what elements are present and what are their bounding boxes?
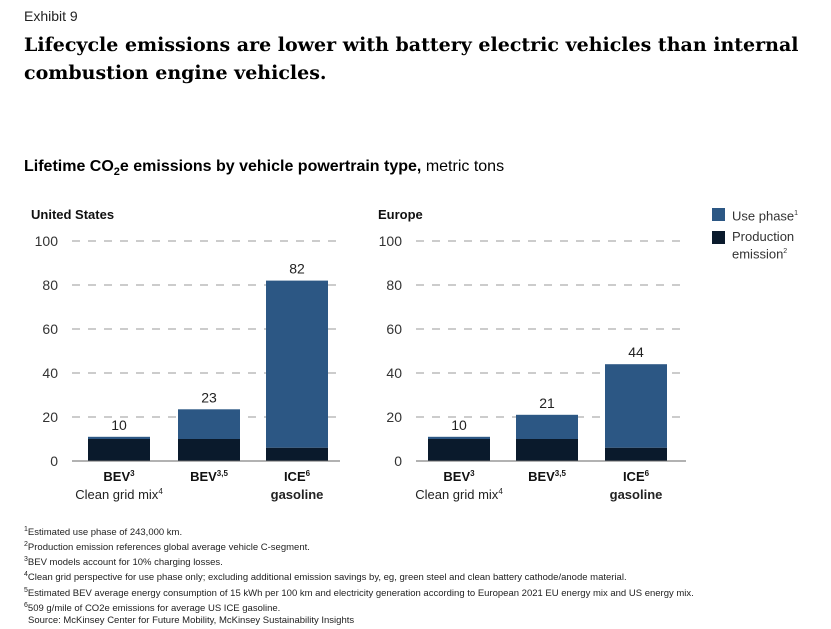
- bar-production-emission: [88, 439, 150, 461]
- panel-united-states: United States 0 20 40 60 80 100 10 BEV3 Clean gri…: [31, 207, 340, 502]
- x-category-sublabel: Clean grid mix4: [415, 487, 503, 502]
- chart-title: Lifetime CO2e emissions by vehicle power…: [24, 158, 504, 178]
- x-category-sublabel: Clean grid mix4: [75, 487, 163, 502]
- panel-title-europe: Europe: [378, 207, 423, 222]
- x-category-sublabel: gasoline: [610, 487, 663, 502]
- chart-title-subscript: 2: [113, 166, 120, 179]
- bar-use-phase: [428, 436, 490, 439]
- chart-legend: Use phase1 Production emission2: [712, 206, 812, 268]
- bar-use-phase: [88, 436, 150, 439]
- x-category-label: BEV3,5: [190, 469, 228, 484]
- chart-title-suffix: e emissions by vehicle powertrain type,: [119, 158, 422, 175]
- x-category-label: ICE6: [623, 469, 650, 484]
- bar-total-label: 23: [201, 389, 217, 405]
- legend-item-use-phase: Use phase1: [712, 206, 812, 223]
- y-tick-label: 60: [42, 321, 58, 337]
- bar-use-phase: [266, 280, 328, 448]
- source-note: Source: McKinsey Center for Future Mobil…: [28, 614, 355, 626]
- y-tick-label: 40: [386, 365, 402, 381]
- y-tick-label: 20: [42, 409, 58, 425]
- footnote-1: 1Estimated use phase of 243,000 km.: [24, 526, 183, 539]
- y-tick-label: 40: [42, 365, 58, 381]
- footnote-4: 4Clean grid perspective for use phase on…: [24, 571, 627, 584]
- bar-total-label: 82: [289, 261, 305, 277]
- footnote-5: 5Estimated BEV average energy consumptio…: [24, 586, 694, 599]
- legend-swatch-production-emission: [712, 231, 725, 245]
- bar-total-label: 44: [628, 344, 644, 360]
- chart-title-prefix: Lifetime CO: [24, 158, 114, 175]
- bar-production-emission: [516, 439, 578, 461]
- chart-title-unit: metric tons: [421, 158, 505, 175]
- x-category-label: BEV3: [443, 469, 475, 484]
- y-tick-label: 80: [386, 277, 402, 293]
- exhibit-label: Exhibit 9: [24, 8, 78, 24]
- x-category-label: BEV3,5: [528, 469, 566, 484]
- bar-total-label: 21: [539, 395, 555, 411]
- bar-use-phase: [178, 409, 240, 439]
- y-tick-label: 80: [42, 277, 58, 293]
- bar-total-label: 10: [111, 417, 127, 433]
- legend-item-production-emission: Production emission2: [712, 229, 812, 262]
- legend-label-use-phase: Use phase1: [732, 208, 799, 224]
- page-title: Lifecycle emissions are lower with batte…: [24, 34, 799, 84]
- y-tick-label: 60: [386, 321, 402, 337]
- legend-swatch-use-phase: [712, 208, 725, 221]
- bar-production-emission: [266, 447, 328, 461]
- bar-production-emission: [605, 447, 667, 461]
- panel-title-united-states: United States: [31, 207, 114, 222]
- footnote-2: 2Production emission references global a…: [24, 541, 310, 554]
- y-tick-label: 100: [379, 233, 403, 249]
- y-tick-label: 0: [394, 453, 402, 469]
- bar-total-label: 10: [451, 417, 467, 433]
- footnotes: 1Estimated use phase of 243,000 km. 2Pro…: [24, 524, 824, 627]
- footnote-6: 6509 g/mile of CO2e emissions for averag…: [24, 601, 281, 614]
- bar-use-phase: [605, 364, 667, 448]
- legend-label-production-emission: Production emission2: [732, 229, 795, 262]
- x-category-sublabel: gasoline: [271, 487, 324, 502]
- bar-production-emission: [428, 439, 490, 461]
- panel-europe: Europe 0 20 40 60 80 100 10 BEV3 Clean grid mix4 2…: [378, 207, 686, 502]
- bar-production-emission: [178, 439, 240, 461]
- footnote-3: 3BEV models account for 10% charging los…: [24, 556, 223, 569]
- y-tick-label: 0: [50, 453, 58, 469]
- y-tick-label: 100: [35, 233, 59, 249]
- x-category-label: ICE6: [284, 469, 311, 484]
- bar-use-phase: [516, 414, 578, 439]
- y-tick-label: 20: [386, 409, 402, 425]
- x-category-label: BEV3: [103, 469, 135, 484]
